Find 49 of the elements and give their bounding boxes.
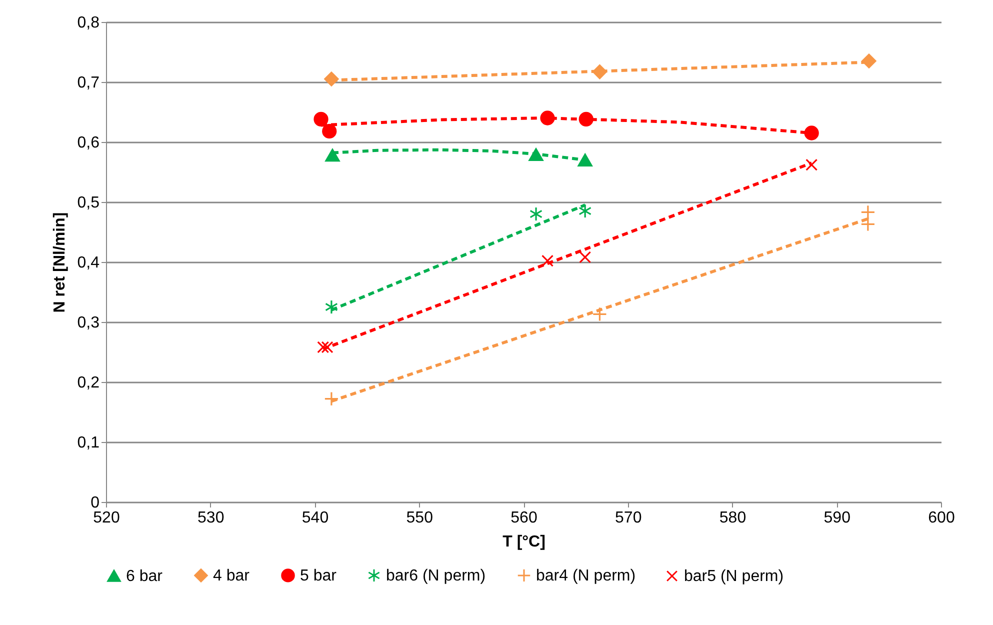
point (324, 72, 339, 86)
point (592, 64, 608, 80)
x-tick-label: 580 (719, 510, 746, 526)
point (860, 216, 876, 232)
point (541, 254, 554, 267)
legend-label: bar4 (N perm) (536, 567, 636, 584)
x-tick-label: 530 (198, 510, 224, 526)
point (528, 148, 544, 162)
legend-label: bar6 (N perm) (386, 567, 486, 584)
x-axis-title: T [°C] (502, 534, 546, 550)
point (578, 154, 592, 166)
point (324, 300, 338, 314)
x-tick-label: 570 (615, 510, 642, 526)
legend-label: bar5 (N perm) (684, 568, 784, 585)
x-tick-label: 590 (824, 510, 851, 526)
y-tick-label: 0,3 (77, 314, 100, 332)
y-axis-title: N ret [Nl/min] (51, 212, 68, 313)
point (317, 341, 330, 354)
y-tick-label: 0,4 (77, 254, 100, 272)
point (530, 206, 542, 222)
y-tick-label: 0,7 (77, 74, 100, 92)
point (806, 158, 818, 171)
point (314, 112, 328, 127)
point (579, 251, 592, 264)
point (578, 204, 592, 218)
point (321, 341, 334, 354)
point (860, 204, 876, 220)
legend-label: 4 bar (213, 567, 250, 584)
point (578, 112, 594, 127)
point (862, 54, 876, 68)
point (592, 306, 608, 322)
point (322, 124, 337, 139)
y-tick-label: 0,8 (77, 14, 100, 32)
y-tick-label: 0,2 (77, 374, 100, 392)
y-tick-label: 0,5 (77, 194, 100, 212)
y-tick-label: 0,6 (77, 134, 100, 152)
legend-label: 5 bar (300, 567, 338, 584)
x-tick-label: 600 (928, 510, 955, 526)
point (325, 148, 340, 162)
y-tick-label: 0,1 (77, 434, 100, 452)
legend-label: 6 bar (126, 568, 164, 585)
x-tick-label: 550 (406, 510, 434, 526)
point (804, 126, 819, 140)
x-tick-label: 560 (510, 510, 538, 526)
point (540, 110, 555, 126)
y-tick-label: 0 (90, 494, 100, 512)
x-tick-label: 540 (302, 510, 329, 526)
point (324, 391, 339, 406)
x-tick-label: 520 (93, 510, 120, 526)
